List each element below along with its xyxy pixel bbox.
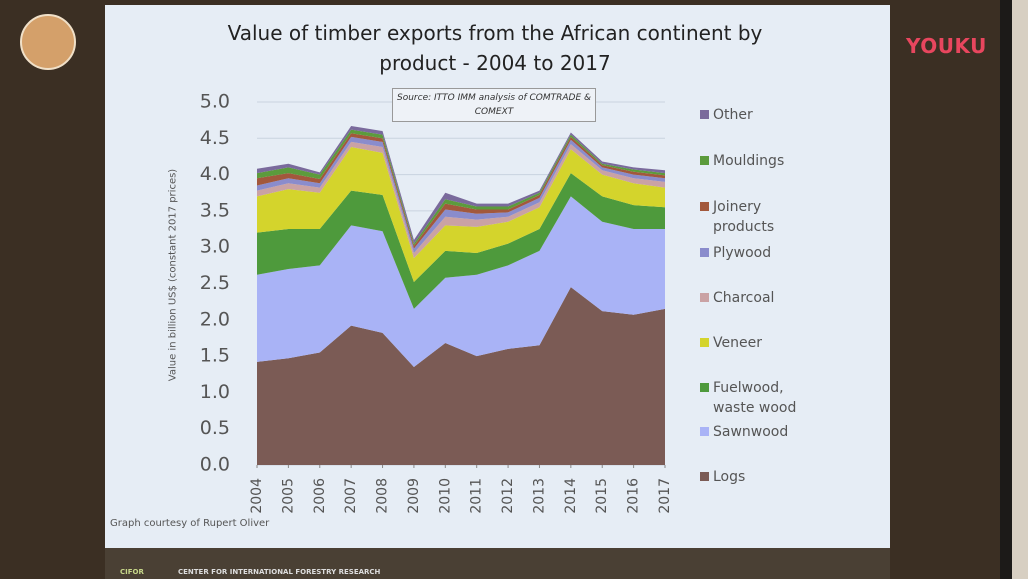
side-strip-dark — [1000, 0, 1012, 579]
legend-item: Fuelwood, waste wood — [700, 378, 820, 418]
area — [257, 287, 665, 465]
x-tick-label: 2008 — [375, 478, 391, 514]
y-axis-label: Value in billion US$ (constant 2017 pric… — [167, 168, 179, 382]
x-tick-label: 2012 — [500, 478, 516, 514]
legend-swatch — [700, 202, 709, 211]
x-tick-label: 2005 — [280, 478, 296, 514]
legend-label: Veneer — [713, 335, 762, 351]
legend-label: Logs — [713, 469, 746, 485]
legend-item: Charcoal — [700, 288, 820, 308]
credit: Graph courtesy of Rupert Oliver — [110, 518, 270, 529]
legend-swatch — [700, 472, 709, 481]
legend-item: Veneer — [700, 333, 820, 353]
legend-label: Mouldings — [713, 153, 785, 169]
area — [257, 196, 665, 367]
legend-swatch — [700, 383, 709, 392]
legend-swatch — [700, 156, 709, 165]
footer-text: CENTER FOR INTERNATIONAL FORESTRY RESEAR… — [178, 568, 381, 576]
logo: CIFOR — [120, 568, 144, 576]
x-tick-label: 2007 — [343, 478, 359, 514]
x-tick-label: 2006 — [312, 478, 328, 514]
y-tick-label: 2.0 — [200, 308, 230, 330]
area — [257, 147, 665, 283]
legend-item: Mouldings — [700, 151, 820, 171]
legend-label: Joinery products — [713, 199, 775, 235]
x-tick-label: 2014 — [563, 478, 579, 514]
legend-item: Sawnwood — [700, 422, 820, 442]
slide-footer-bar — [105, 548, 890, 579]
area — [257, 173, 665, 309]
legend-item: Logs — [700, 467, 820, 487]
legend-label: Sawnwood — [713, 424, 789, 440]
legend-swatch — [700, 338, 709, 347]
y-tick-label: 0.0 — [200, 454, 230, 476]
y-tick-label: 2.5 — [200, 272, 230, 294]
x-tick-label: 2015 — [594, 478, 610, 514]
x-tick-label: 2011 — [469, 478, 485, 514]
legend-item: Other — [700, 105, 820, 125]
channel-badge — [20, 14, 76, 70]
x-tick-label: 2013 — [531, 478, 547, 514]
chart-title: Value of timber exports from the African… — [227, 21, 763, 75]
y-tick-label: 1.0 — [200, 381, 230, 403]
y-tick-label: 0.5 — [200, 417, 230, 439]
legend-swatch — [700, 293, 709, 302]
y-tick-label: 4.5 — [200, 127, 230, 149]
y-tick-label: 3.5 — [200, 199, 230, 221]
x-tick-label: 2017 — [657, 478, 673, 514]
legend-label: Other — [713, 107, 753, 123]
legend-swatch — [700, 110, 709, 119]
y-tick-label: 5.0 — [200, 91, 230, 113]
legend-item: Joinery products — [700, 197, 820, 237]
x-tick-label: 2016 — [626, 478, 642, 514]
source-note: Source: ITTO IMM analysis of COMTRADE & … — [392, 88, 596, 122]
watermark: YOUKU — [906, 34, 987, 58]
y-tick-label: 1.5 — [200, 345, 230, 367]
legend-label: Fuelwood, waste wood — [713, 380, 797, 416]
y-tick-label: 4.0 — [200, 163, 230, 185]
legend-label: Charcoal — [713, 290, 775, 306]
legend-label: Plywood — [713, 245, 772, 261]
legend-swatch — [700, 427, 709, 436]
y-tick-label: 3.0 — [200, 236, 230, 258]
x-tick-label: 2010 — [437, 478, 453, 514]
x-tick-label: 2009 — [406, 478, 422, 514]
legend-swatch — [700, 248, 709, 257]
legend-item: Plywood — [700, 243, 820, 263]
x-tick-label: 2004 — [249, 478, 265, 514]
